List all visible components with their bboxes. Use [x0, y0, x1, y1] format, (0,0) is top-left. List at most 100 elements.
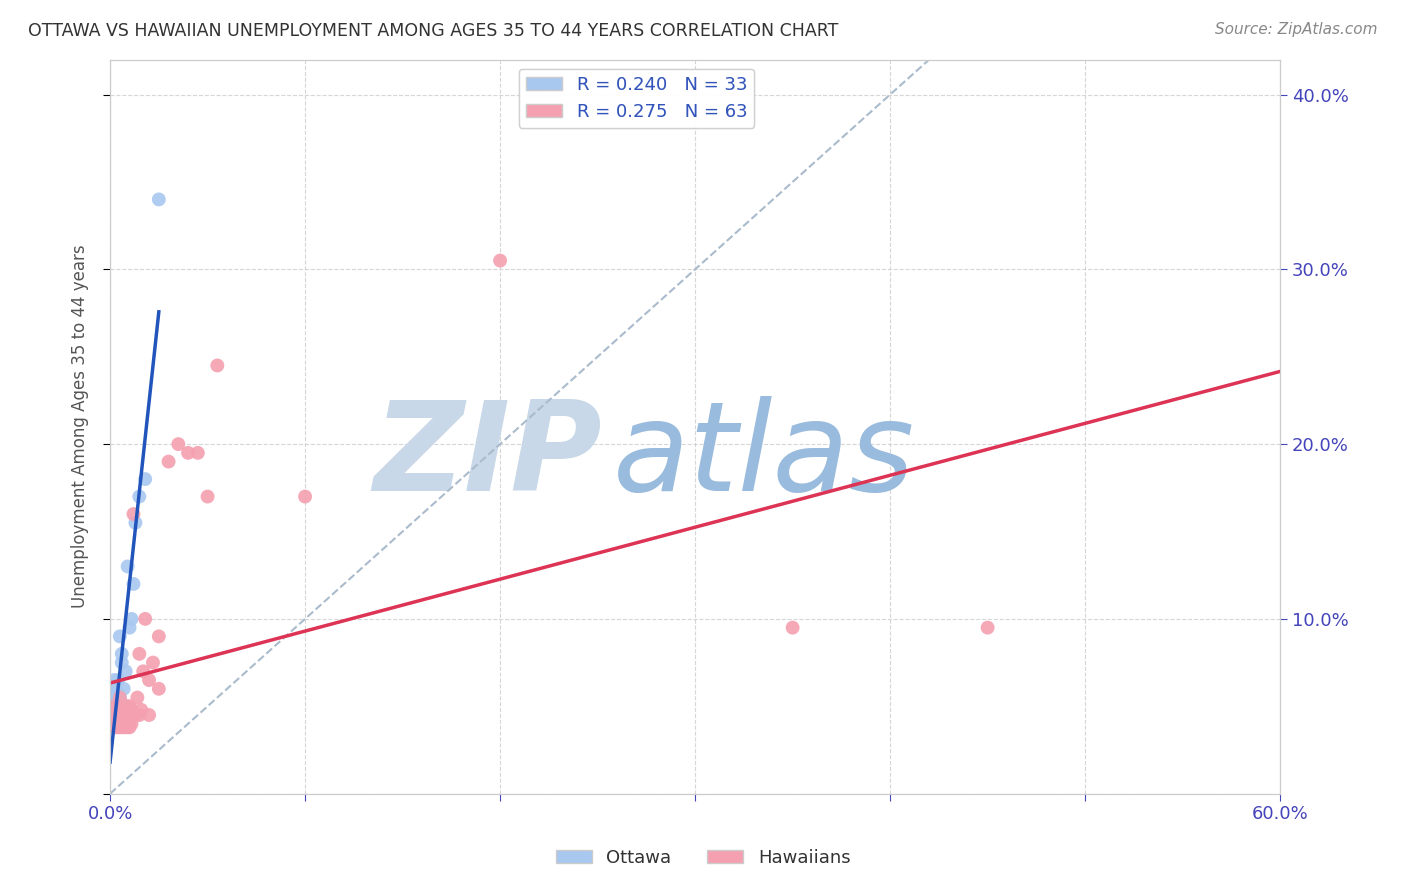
Point — [122, 507, 145, 521]
Point — [103, 713, 125, 727]
Point — [111, 647, 134, 661]
Point — [107, 673, 129, 687]
Point — [148, 681, 170, 696]
Point — [177, 446, 200, 460]
Point — [101, 699, 124, 714]
Point — [112, 708, 135, 723]
Point — [111, 713, 134, 727]
Legend: Ottawa, Hawaiians: Ottawa, Hawaiians — [548, 842, 858, 874]
Point — [104, 713, 127, 727]
Point — [101, 716, 124, 731]
Legend: R = 0.240   N = 33, R = 0.275   N = 63: R = 0.240 N = 33, R = 0.275 N = 63 — [519, 69, 755, 128]
Point — [118, 699, 141, 714]
Point — [104, 690, 127, 705]
Point — [121, 612, 143, 626]
Point — [128, 708, 150, 723]
Point — [107, 716, 129, 731]
Point — [134, 612, 156, 626]
Text: OTTAWA VS HAWAIIAN UNEMPLOYMENT AMONG AGES 35 TO 44 YEARS CORRELATION CHART: OTTAWA VS HAWAIIAN UNEMPLOYMENT AMONG AG… — [28, 22, 838, 40]
Point — [104, 703, 127, 717]
Point — [157, 454, 180, 468]
Point — [142, 656, 165, 670]
Point — [127, 690, 149, 705]
Point — [101, 708, 124, 723]
Point — [118, 621, 141, 635]
Point — [107, 685, 129, 699]
Point — [121, 716, 143, 731]
Point — [103, 690, 125, 705]
Point — [187, 446, 209, 460]
Point — [782, 621, 804, 635]
Point — [103, 720, 125, 734]
Point — [107, 713, 129, 727]
Point — [112, 720, 135, 734]
Point — [108, 696, 131, 710]
Point — [107, 720, 129, 734]
Point — [108, 629, 131, 643]
Point — [101, 716, 124, 731]
Point — [148, 193, 170, 207]
Point — [117, 720, 139, 734]
Point — [117, 559, 139, 574]
Point — [103, 703, 125, 717]
Point — [107, 703, 129, 717]
Point — [104, 708, 127, 723]
Point — [121, 703, 143, 717]
Point — [108, 690, 131, 705]
Point — [104, 685, 127, 699]
Point — [108, 703, 131, 717]
Point — [197, 490, 219, 504]
Point — [114, 708, 136, 723]
Point — [148, 629, 170, 643]
Point — [108, 716, 131, 731]
Point — [124, 516, 146, 530]
Text: atlas: atlas — [613, 395, 915, 516]
Point — [114, 713, 136, 727]
Point — [104, 713, 127, 727]
Point — [134, 472, 156, 486]
Point — [104, 720, 127, 734]
Point — [111, 708, 134, 723]
Point — [118, 713, 141, 727]
Point — [207, 359, 229, 373]
Text: Source: ZipAtlas.com: Source: ZipAtlas.com — [1215, 22, 1378, 37]
Point — [103, 699, 125, 714]
Point — [122, 708, 145, 723]
Point — [114, 699, 136, 714]
Point — [114, 665, 136, 679]
Y-axis label: Unemployment Among Ages 35 to 44 years: Unemployment Among Ages 35 to 44 years — [72, 244, 89, 608]
Point — [489, 253, 512, 268]
Point — [107, 699, 129, 714]
Point — [167, 437, 190, 451]
Point — [103, 708, 125, 723]
Point — [128, 490, 150, 504]
Point — [128, 647, 150, 661]
Point — [138, 708, 160, 723]
Point — [118, 720, 141, 734]
Point — [976, 621, 998, 635]
Point — [112, 681, 135, 696]
Point — [111, 720, 134, 734]
Point — [114, 720, 136, 734]
Point — [138, 673, 160, 687]
Point — [117, 699, 139, 714]
Point — [112, 699, 135, 714]
Point — [103, 673, 125, 687]
Point — [111, 656, 134, 670]
Point — [122, 577, 145, 591]
Point — [111, 716, 134, 731]
Point — [107, 696, 129, 710]
Point — [129, 703, 152, 717]
Point — [103, 713, 125, 727]
Text: ZIP: ZIP — [373, 395, 602, 516]
Point — [104, 699, 127, 714]
Point — [117, 713, 139, 727]
Point — [294, 490, 316, 504]
Point — [124, 708, 146, 723]
Point — [104, 708, 127, 723]
Point — [132, 665, 155, 679]
Point — [104, 716, 127, 731]
Point — [108, 690, 131, 705]
Point — [101, 708, 124, 723]
Point — [112, 716, 135, 731]
